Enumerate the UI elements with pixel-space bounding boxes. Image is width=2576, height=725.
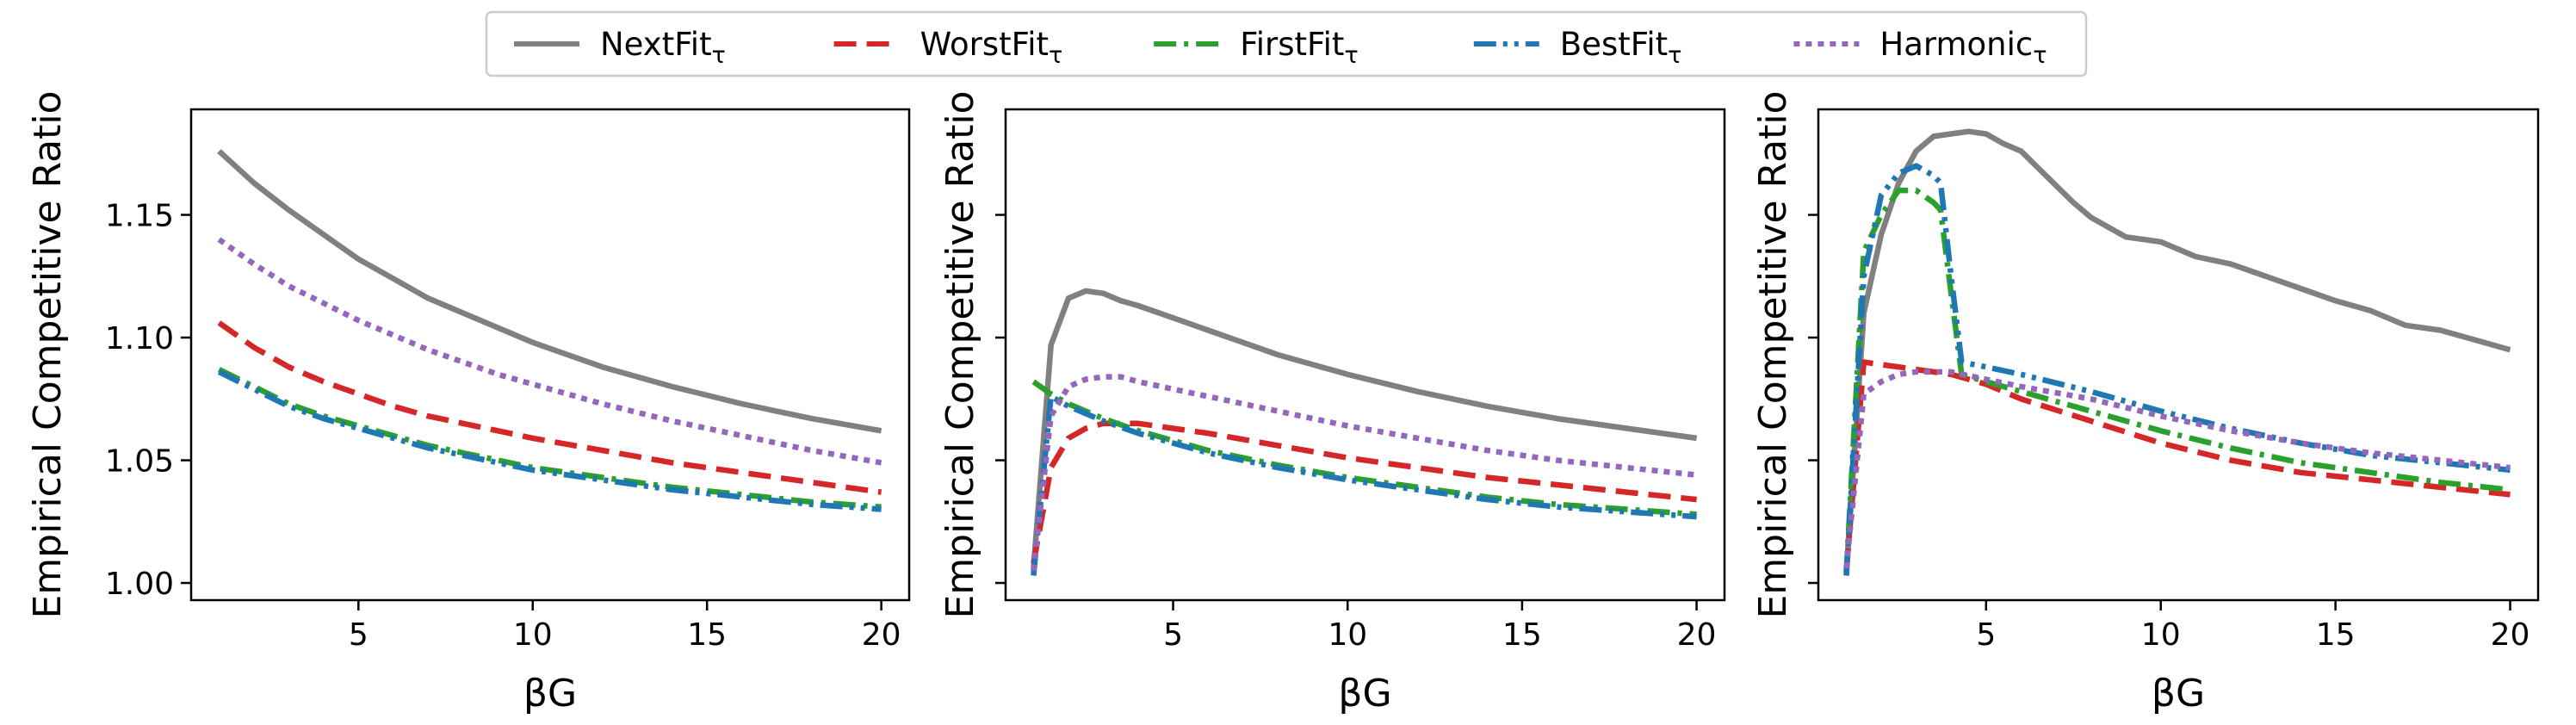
legend-entry-nextfit: NextFitτ (514, 26, 726, 69)
plot-frame (189, 108, 911, 602)
legend-label-harmonic: Harmonicτ (1879, 26, 2047, 69)
series-line-worstfit (1843, 359, 2511, 572)
x-tick-label: 10 (513, 617, 553, 653)
panels: 5 10 15 20 1.00 1.05 1.10 1.15 βG Empirical Compe… (26, 90, 2540, 716)
x-axis-label: βG (2152, 672, 2205, 716)
plot-frame (1004, 108, 1726, 602)
series-group-2 (1031, 288, 1698, 576)
series-line-bestfit (217, 369, 882, 512)
legend-label-nextfit: NextFitτ (600, 26, 726, 69)
series-line-nextfit (1031, 288, 1698, 569)
series-line-bestfit (1031, 393, 1697, 576)
series-group-3 (1843, 128, 2511, 576)
panel-2: 5 10 15 20 βG Empirical Competitive Ratio (938, 90, 1726, 716)
panel-1: 5 10 15 20 1.00 1.05 1.10 1.15 βG Empirical Compe… (26, 90, 911, 716)
series-line-bestfit (1843, 163, 2511, 576)
y-tick-label: 1.15 (105, 199, 174, 234)
legend-entry-harmonic: Harmonicτ (1793, 26, 2047, 69)
x-tick-label: 15 (2316, 617, 2356, 653)
y-tick-label: 1.05 (105, 444, 174, 480)
panel-3: 5 10 15 20 βG Empirical Competitive Ratio (1751, 90, 2540, 716)
x-tick-label: 20 (1677, 617, 1717, 653)
legend-label-bestfit: BestFitτ (1560, 26, 1682, 69)
x-tick-label: 10 (1328, 617, 1367, 653)
series-group-1 (217, 149, 882, 512)
series-line-worstfit (1031, 420, 1697, 564)
legend-label-firstfit: FirstFitτ (1240, 26, 1359, 69)
legend-entry-bestfit: BestFitτ (1473, 26, 1682, 69)
x-axis-label: βG (1338, 672, 1391, 716)
x-tick-label: 5 (1976, 617, 1996, 653)
legend: NextFitτ WorstFitτ FirstFitτ BestFitτ Harmon… (485, 10, 2088, 77)
legend-entry-worstfit: WorstFitτ (833, 26, 1063, 69)
legend-entry-firstfit: FirstFitτ (1154, 26, 1359, 69)
series-line-harmonic (217, 237, 882, 466)
legend-label-worstfit: WorstFitτ (920, 26, 1063, 69)
x-axis-label: βG (523, 672, 577, 716)
y-axis-label: Empirical Competitive Ratio (26, 90, 70, 618)
y-tick-label: 1.10 (105, 321, 174, 356)
x-tick-label: 15 (1502, 617, 1542, 653)
series-line-harmonic (1843, 369, 2511, 569)
series-line-nextfit (217, 149, 882, 434)
series-line-nextfit (1843, 128, 2511, 573)
x-tick-label: 5 (349, 617, 368, 653)
x-tick-label: 10 (2141, 617, 2181, 653)
y-axis-label: Empirical Competitive Ratio (938, 90, 982, 618)
x-tick-label: 15 (687, 617, 727, 653)
legend-frame (485, 10, 2088, 77)
series-line-harmonic (1031, 374, 1697, 572)
y-axis-label: Empirical Competitive Ratio (1751, 90, 1795, 618)
series-line-firstfit (1843, 187, 2511, 573)
plot-frame (1817, 108, 2540, 602)
y-tick-label: 1.00 (105, 567, 174, 602)
series-line-worstfit (217, 320, 882, 495)
x-tick-label: 5 (1163, 617, 1183, 653)
x-tick-label: 20 (2491, 617, 2530, 653)
x-tick-label: 20 (862, 617, 901, 653)
